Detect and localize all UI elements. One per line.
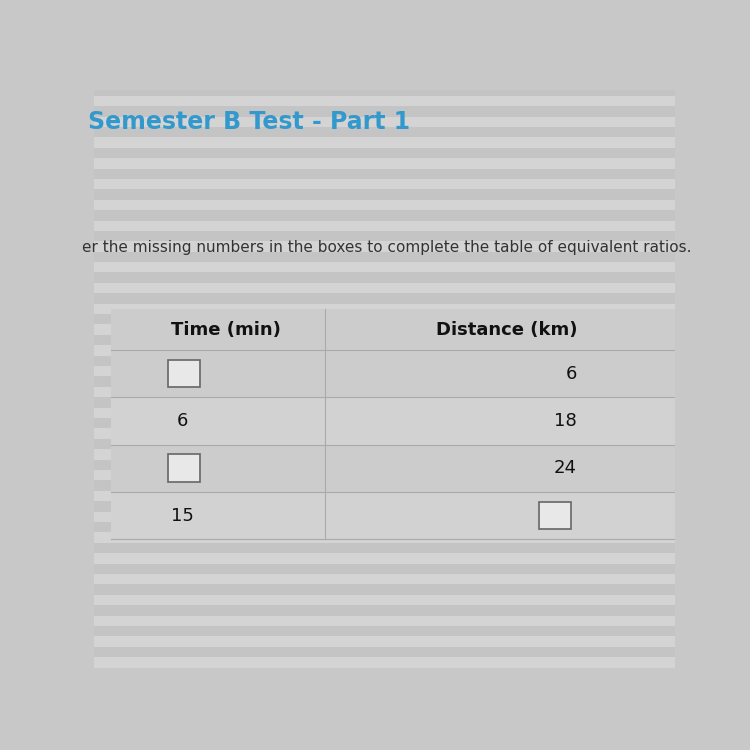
Bar <box>94 616 675 626</box>
Bar <box>111 445 675 492</box>
Text: er the missing numbers in the boxes to complete the table of equivalent ratios.: er the missing numbers in the boxes to c… <box>82 240 692 255</box>
Bar <box>94 595 675 605</box>
Bar <box>94 366 675 376</box>
Bar <box>94 356 675 366</box>
Bar <box>94 408 675 418</box>
Bar <box>94 169 675 179</box>
Bar <box>94 657 675 668</box>
Bar <box>94 584 675 595</box>
Bar <box>94 481 675 490</box>
Bar <box>94 449 675 460</box>
Bar <box>94 200 675 210</box>
Bar <box>168 454 200 482</box>
Bar <box>94 387 675 398</box>
Bar <box>94 252 675 262</box>
Bar <box>94 418 675 428</box>
Bar <box>94 376 675 387</box>
Text: 15: 15 <box>171 506 194 524</box>
Bar <box>94 262 675 272</box>
Bar <box>94 179 675 189</box>
Bar <box>94 242 675 252</box>
Bar <box>94 137 675 148</box>
Bar <box>94 532 675 543</box>
Bar <box>94 563 675 574</box>
Text: Distance (km): Distance (km) <box>436 321 577 339</box>
Bar <box>94 210 675 220</box>
Bar <box>94 646 675 657</box>
Bar <box>94 439 675 449</box>
Bar <box>94 220 675 231</box>
Bar <box>539 502 572 530</box>
Bar <box>94 304 675 314</box>
Bar <box>94 293 675 304</box>
Bar <box>111 492 675 539</box>
Bar <box>94 490 675 501</box>
Bar <box>94 106 675 116</box>
Text: 18: 18 <box>554 412 577 430</box>
Bar <box>94 231 675 242</box>
Text: 6: 6 <box>177 412 188 430</box>
Bar <box>94 574 675 584</box>
Bar <box>94 345 675 355</box>
Bar <box>94 314 675 325</box>
Bar <box>94 605 675 616</box>
Bar <box>94 127 675 137</box>
Text: 24: 24 <box>554 459 577 477</box>
Bar <box>94 148 675 158</box>
Bar <box>94 428 675 439</box>
Text: Time (min): Time (min) <box>171 321 281 339</box>
Bar <box>94 512 675 522</box>
Bar <box>94 116 675 127</box>
Bar <box>111 350 675 398</box>
Bar <box>94 158 675 169</box>
Bar <box>94 86 675 96</box>
Bar <box>111 398 675 445</box>
Bar <box>94 283 675 293</box>
Bar <box>94 470 675 481</box>
Bar <box>94 334 675 345</box>
Bar <box>94 501 675 512</box>
Bar <box>94 554 675 563</box>
Bar <box>168 360 200 388</box>
Bar <box>94 543 675 554</box>
Bar <box>94 96 675 106</box>
Bar <box>94 325 675 334</box>
Bar <box>94 626 675 636</box>
Text: Semester B Test - Part 1: Semester B Test - Part 1 <box>88 110 410 134</box>
Bar <box>94 272 675 283</box>
Bar <box>94 636 675 646</box>
Bar <box>111 310 675 350</box>
Bar <box>94 460 675 470</box>
Bar <box>94 522 675 532</box>
Bar <box>94 189 675 200</box>
Text: 6: 6 <box>566 364 577 382</box>
Bar <box>94 398 675 408</box>
